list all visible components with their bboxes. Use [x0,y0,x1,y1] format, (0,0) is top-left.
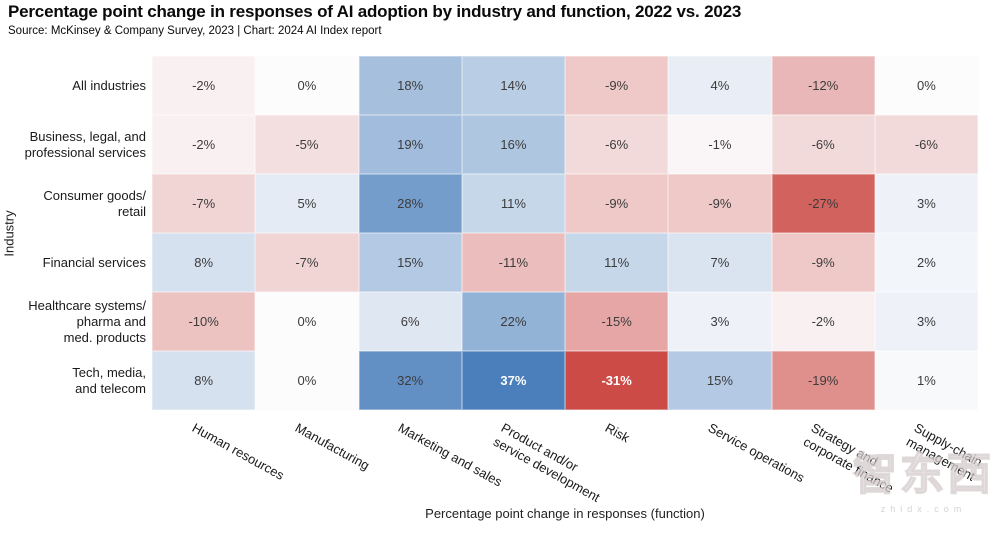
heatmap-cell: 32% [358,351,462,410]
heatmap-cell: -9% [771,233,875,292]
heatmap-cell: -31% [565,351,669,410]
heatmap-cell: -27% [771,174,875,233]
heatmap-cell: 3% [668,292,772,351]
heatmap-cell: -15% [565,292,669,351]
heatmap-cell: -12% [771,56,875,115]
heatmap-cell: 37% [461,351,565,410]
heatmap-cell: 0% [255,56,359,115]
heatmap-cell: -7% [152,174,256,233]
heatmap-cell: 15% [668,351,772,410]
column-label: Product and/or service development [491,420,603,505]
heatmap-cell: 0% [874,56,978,115]
column-label: Human resources [189,420,287,483]
column-label: Supply-chain management [904,420,986,484]
heatmap-cell: -9% [565,174,669,233]
row-label: Tech, media, and telecom [72,364,146,396]
x-axis-title: Percentage point change in responses (fu… [425,506,705,521]
heatmap-cell: -6% [771,115,875,174]
heatmap-cell: 15% [358,233,462,292]
heatmap-cell: 0% [255,351,359,410]
heatmap-cell: 0% [255,292,359,351]
heatmap-cell: 8% [152,233,256,292]
heatmap-cell: 11% [565,233,669,292]
heatmap-cell: -7% [255,233,359,292]
column-label: Manufacturing [292,420,372,474]
row-label: Consumer goods/ retail [43,187,146,219]
chart-title: Percentage point change in responses of … [8,2,742,21]
row-label: Financial services [42,254,146,270]
column-label: Service operations [705,420,808,486]
heatmap-cell: -6% [565,115,669,174]
heatmap-cell: -19% [771,351,875,410]
heatmap-cell: 18% [358,56,462,115]
column-label: Risk [602,420,632,446]
heatmap-cell: -2% [771,292,875,351]
heatmap-cell: -5% [255,115,359,174]
heatmap-cell: 28% [358,174,462,233]
heatmap-cell: 1% [874,351,978,410]
heatmap-cell: 7% [668,233,772,292]
heatmap-cell: -6% [874,115,978,174]
column-label: Strategy and corporate finance [801,420,897,496]
heatmap-cell: 3% [874,292,978,351]
column-label: Marketing and sales [395,420,505,490]
row-label: Healthcare systems/ pharma and med. prod… [28,297,146,345]
heatmap-cell: 4% [668,56,772,115]
heatmap-cell: 22% [461,292,565,351]
heatmap-cell: -11% [461,233,565,292]
row-label: All industries [72,77,146,93]
heatmap-cell: 14% [461,56,565,115]
heatmap-cell: 5% [255,174,359,233]
source-note: Source: McKinsey & Company Survey, 2023 … [8,25,382,37]
heatmap-cell: -2% [152,56,256,115]
heatmap-cell: -9% [668,174,772,233]
heatmap-cell: 19% [358,115,462,174]
heatmap-cell: 11% [461,174,565,233]
heatmap-cell: 3% [874,174,978,233]
heatmap-grid: -2% 0% 18% 14% -9% 4% -12% 0% -2% -5% 19% 16% -6% -1%… [152,56,978,410]
heatmap-cell: 16% [461,115,565,174]
heatmap-cell: -10% [152,292,256,351]
heatmap-cell: -2% [152,115,256,174]
heatmap-cell: 8% [152,351,256,410]
heatmap-cell: 2% [874,233,978,292]
heatmap-cell: -1% [668,115,772,174]
row-label: Business, legal, and professional servic… [24,128,146,160]
heatmap-cell: 6% [358,292,462,351]
heatmap-cell: -9% [565,56,669,115]
